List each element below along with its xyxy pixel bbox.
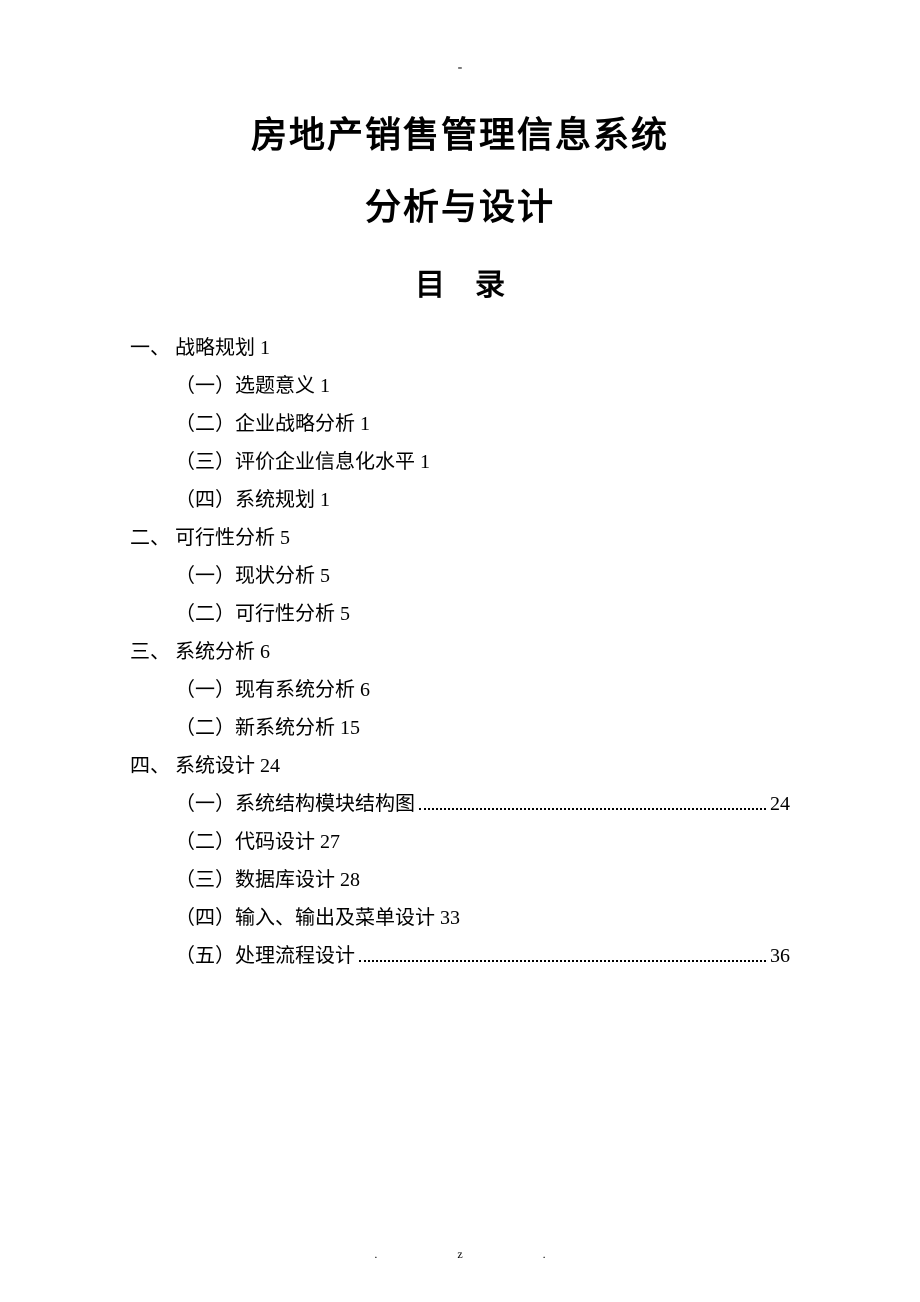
- toc-item-label: （三）数据库设计 28: [175, 861, 360, 899]
- toc-page-number: 24: [770, 785, 790, 823]
- toc-item: （三）评价企业信息化水平 1: [175, 443, 790, 481]
- toc-item-label: （二）企业战略分析 1: [175, 405, 370, 443]
- toc-item-label: （四）输入、输出及菜单设计 33: [175, 899, 460, 937]
- toc-page-number: 36: [770, 937, 790, 975]
- toc-section: 三、 系统分析 6: [130, 633, 790, 671]
- document-title-line1: 房地产销售管理信息系统: [130, 106, 790, 158]
- toc-item: （二）代码设计 27: [175, 823, 790, 861]
- document-title-line2: 分析与设计: [130, 178, 790, 230]
- toc-item: （一）现有系统分析 6: [175, 671, 790, 709]
- toc-dots: [359, 960, 766, 962]
- page-footer: .z.: [0, 1247, 920, 1262]
- toc-item-label: （二）可行性分析 5: [175, 595, 350, 633]
- toc-section: 四、 系统设计 24: [130, 747, 790, 785]
- toc-item-label: （一）选题意义 1: [175, 367, 330, 405]
- table-of-contents: 一、 战略规划 1（一）选题意义 1（二）企业战略分析 1（三）评价企业信息化水…: [130, 329, 790, 975]
- toc-item: （二）新系统分析 15: [175, 709, 790, 747]
- footer-right: z.: [457, 1247, 625, 1261]
- toc-item: （一）现状分析 5: [175, 557, 790, 595]
- toc-item: （二）企业战略分析 1: [175, 405, 790, 443]
- toc-item: （一）系统结构模块结构图 24: [175, 785, 790, 823]
- toc-item-label: （二）新系统分析 15: [175, 709, 360, 747]
- toc-item-label: （一）现状分析 5: [175, 557, 330, 595]
- toc-section: 一、 战略规划 1: [130, 329, 790, 367]
- toc-item: （二）可行性分析 5: [175, 595, 790, 633]
- toc-item: （四）系统规划 1: [175, 481, 790, 519]
- toc-item-label: （一）系统结构模块结构图: [175, 785, 415, 823]
- toc-item-label: （一）现有系统分析 6: [175, 671, 370, 709]
- toc-item-label: （三）评价企业信息化水平 1: [175, 443, 430, 481]
- toc-dots: [419, 808, 766, 810]
- toc-item: （三）数据库设计 28: [175, 861, 790, 899]
- toc-item: （五）处理流程设计 36: [175, 937, 790, 975]
- toc-heading: 目录: [130, 260, 790, 304]
- footer-left: .: [374, 1247, 457, 1261]
- document-page: - 房地产销售管理信息系统 分析与设计 目录 一、 战略规划 1（一）选题意义 …: [0, 0, 920, 1015]
- toc-item: （四）输入、输出及菜单设计 33: [175, 899, 790, 937]
- toc-item: （一）选题意义 1: [175, 367, 790, 405]
- toc-item-label: （四）系统规划 1: [175, 481, 330, 519]
- header-mark: -: [130, 60, 790, 76]
- toc-item-label: （二）代码设计 27: [175, 823, 340, 861]
- toc-item-label: （五）处理流程设计: [175, 937, 355, 975]
- toc-section: 二、 可行性分析 5: [130, 519, 790, 557]
